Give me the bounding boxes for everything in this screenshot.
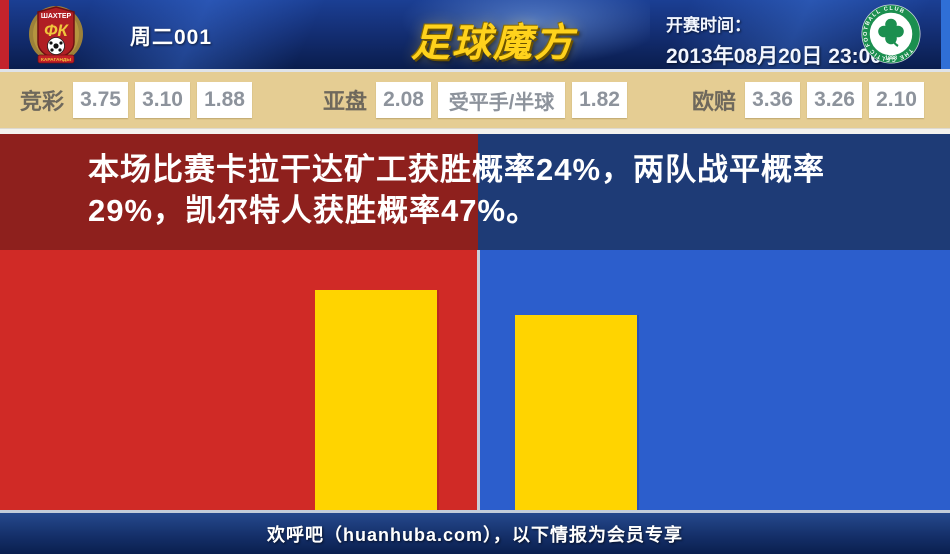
jingcai-draw-odds: 3.10 (135, 82, 191, 118)
jingcai-label: 竞彩 (20, 89, 65, 114)
jingcai-home-odds: 3.75 (73, 82, 129, 118)
jingcai-away-odds: 1.88 (197, 82, 253, 118)
prediction-text: 本场比赛卡拉干达矿工获胜概率24%，两队战平概率 29%，凯尔特人获胜概率47%… (88, 149, 825, 231)
jingcai-odds-group: 竞彩 3.75 3.10 1.88 (20, 72, 259, 128)
panel-divider (477, 250, 480, 510)
oupei-draw-odds: 3.26 (807, 82, 863, 118)
yapan-odds-group: 亚盘 2.08 受平手/半球 1.82 (323, 72, 634, 128)
footer-text: 欢呼吧（huanhuba.com），以下情报为会员专享 (266, 524, 683, 545)
prediction-band: 本场比赛卡拉干达矿工获胜概率24%，两队战平概率 29%，凯尔特人获胜概率47%… (0, 134, 950, 250)
probability-panels: 卡拉干达矿工 53 %概率 不败 凯尔特人 47 %概率 胜 (0, 250, 950, 554)
odds-separator (0, 128, 950, 134)
yapan-home-odds: 2.08 (376, 82, 432, 118)
left-edge-stripe (0, 0, 9, 69)
prediction-line-2: 29%，凯尔特人获胜概率47%。 (88, 193, 539, 228)
oupei-away-odds: 2.10 (869, 82, 925, 118)
away-team-crest-icon: THE CELTIC FOOTBALL CLUB 1888 (861, 4, 921, 64)
prediction-band-blue-half (478, 134, 950, 250)
header: ШАХТЕР ФК КАРАГАНДЫ 周二001 足球魔方 开赛时间： 201… (0, 0, 950, 69)
home-crest-ribbon-text: КАРАГАНДЫ (41, 57, 71, 63)
oupei-home-odds: 3.36 (745, 82, 801, 118)
oupei-label: 欧赔 (692, 89, 737, 114)
header-separator (0, 69, 950, 72)
left-prob-bar (315, 290, 437, 510)
home-crest-initials: ФК (44, 21, 69, 40)
kickoff-time: 2013年08月20日 23:00 (666, 45, 882, 68)
oupei-odds-group: 欧赔 3.36 3.26 2.10 (692, 72, 931, 128)
prediction-line-1: 本场比赛卡拉干达矿工获胜概率24%，两队战平概率 (88, 152, 826, 187)
home-crest-banner-text: ШАХТЕР (41, 13, 72, 20)
yapan-label: 亚盘 (323, 89, 368, 114)
footer-separator (0, 510, 950, 513)
right-prob-bar (515, 315, 637, 510)
site-logo: 足球魔方 (410, 22, 575, 65)
right-edge-stripe (941, 0, 950, 69)
home-team-crest-icon: ШАХТЕР ФК КАРАГАНДЫ (29, 6, 83, 64)
footer-banner: 欢呼吧（huanhuba.com），以下情报为会员专享 (0, 513, 950, 554)
match-number-label: 周二001 (130, 26, 213, 49)
odds-bar: 竞彩 3.75 3.10 1.88 亚盘 2.08 受平手/半球 1.82 欧赔… (0, 72, 950, 128)
kickoff-info: 开赛时间： 2013年08月20日 23:00 (666, 11, 882, 70)
kickoff-label: 开赛时间： (666, 16, 751, 35)
yapan-handicap: 受平手/半球 (438, 82, 566, 118)
away-crest-year: 1888 (885, 56, 897, 62)
yapan-away-odds: 1.82 (572, 82, 628, 118)
prediction-band-red-half (0, 134, 478, 250)
